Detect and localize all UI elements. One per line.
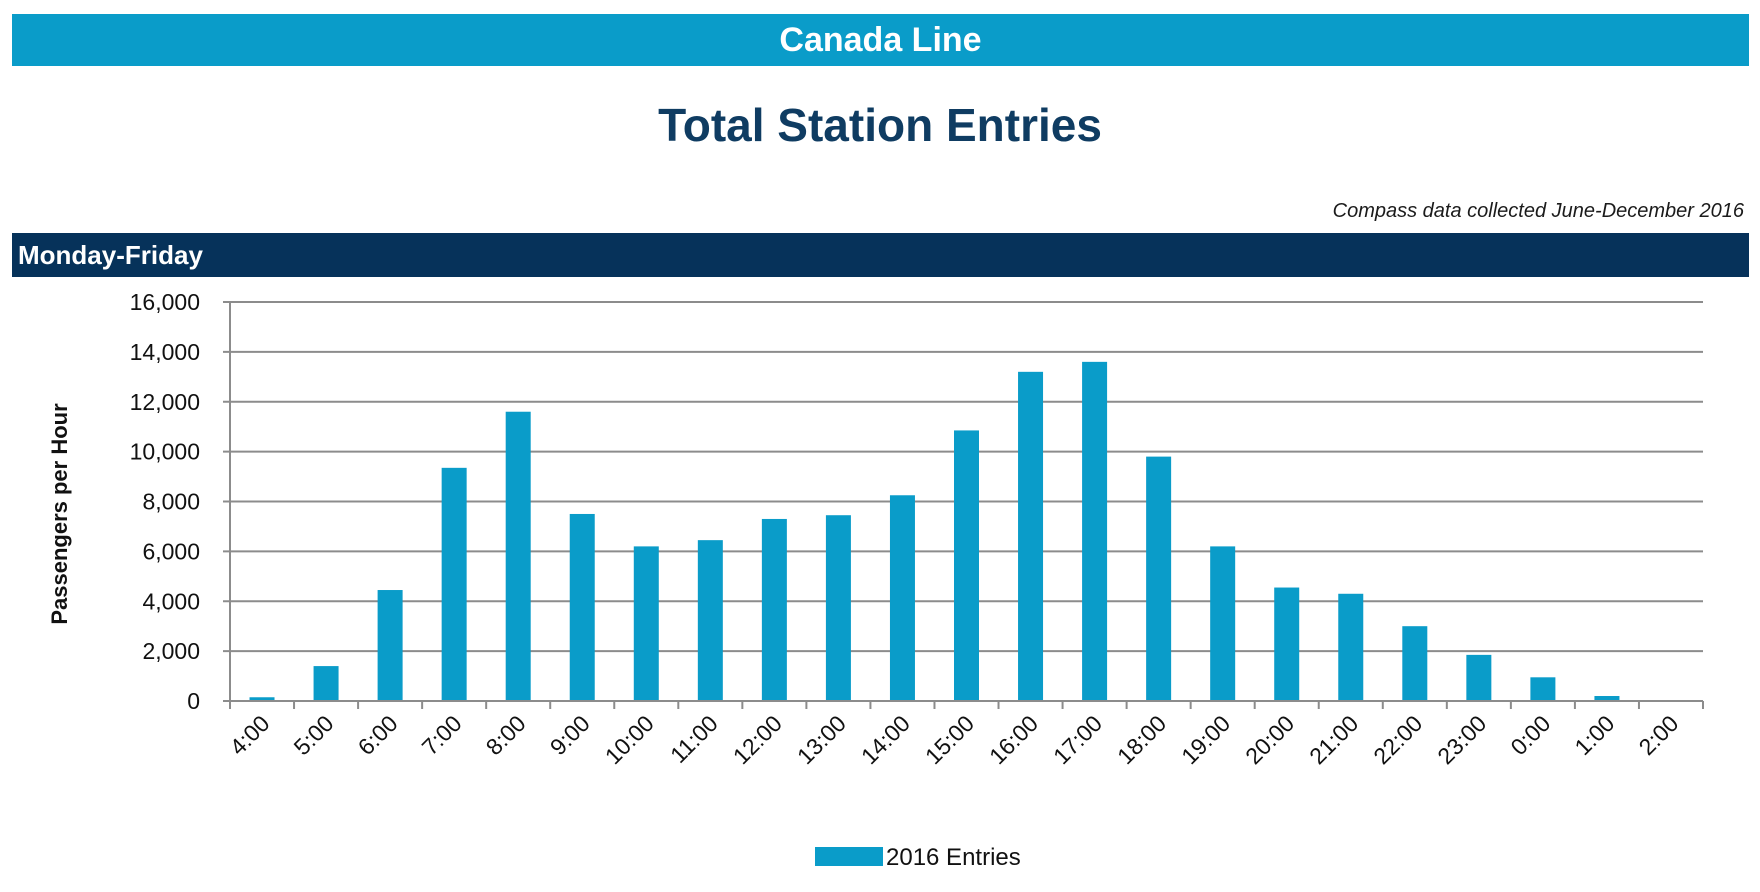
x-tick-label: 19:00 xyxy=(1176,710,1235,769)
bar xyxy=(1082,361,1108,701)
y-tick-label: 4,000 xyxy=(142,588,200,614)
y-axis-label: Passengers per Hour xyxy=(47,403,72,625)
bar xyxy=(377,590,403,701)
bar xyxy=(1018,371,1044,701)
x-tick-label: 1:00 xyxy=(1569,710,1619,760)
y-tick-label: 6,000 xyxy=(142,538,200,564)
bar xyxy=(313,666,339,701)
legend: 2016 Entries xyxy=(815,844,1021,871)
x-tick-label: 14:00 xyxy=(856,710,915,769)
y-tick-label: 0 xyxy=(187,688,200,714)
x-tick-label: 13:00 xyxy=(792,710,851,769)
x-tick-label: 0:00 xyxy=(1505,710,1555,760)
bar xyxy=(569,513,595,701)
y-tick-label: 10,000 xyxy=(130,439,200,465)
bars xyxy=(249,361,1620,701)
data-source-note: Compass data collected June-December 201… xyxy=(1332,200,1744,222)
bar xyxy=(825,515,851,701)
bar xyxy=(954,430,979,701)
x-tick-label: 18:00 xyxy=(1112,710,1171,769)
x-tick-label: 17:00 xyxy=(1048,710,1107,769)
bar xyxy=(1530,677,1556,701)
bar xyxy=(633,546,659,701)
legend-label: 2016 Entries xyxy=(886,844,1021,871)
x-tick-label: 4:00 xyxy=(225,710,275,760)
bar xyxy=(249,697,275,701)
x-tick-label: 10:00 xyxy=(600,710,659,769)
x-tick-label: 5:00 xyxy=(289,710,339,760)
x-tick-label: 16:00 xyxy=(984,710,1043,769)
x-tick-label: 2:00 xyxy=(1633,710,1683,760)
bar xyxy=(1402,626,1428,701)
y-tick-labels: 0 2,000 4,000 6,000 8,000 10,000 12,000 14,000 1… xyxy=(130,289,200,714)
bar xyxy=(505,411,531,701)
x-tick-label: 15:00 xyxy=(920,710,979,769)
y-tick-label: 14,000 xyxy=(130,339,200,365)
bar xyxy=(1338,593,1364,701)
x-tick-label: 7:00 xyxy=(417,710,467,760)
x-tick-label: 9:00 xyxy=(545,710,595,760)
x-tick-label: 20:00 xyxy=(1240,710,1299,769)
bar xyxy=(1210,546,1236,701)
x-tick-label: 12:00 xyxy=(728,710,787,769)
axes xyxy=(223,301,1704,709)
bar xyxy=(889,495,915,701)
x-tick-label: 23:00 xyxy=(1432,710,1491,769)
y-tick-label: 8,000 xyxy=(142,489,200,515)
line-banner: Canada Line xyxy=(12,14,1749,66)
bar xyxy=(1274,587,1300,701)
y-tick-label: 2,000 xyxy=(142,638,200,664)
x-tick-label: 22:00 xyxy=(1368,710,1427,769)
bar xyxy=(441,467,467,701)
bar xyxy=(697,540,723,701)
x-tick-label: 8:00 xyxy=(481,710,531,760)
bar xyxy=(1466,654,1492,701)
x-tick-labels: 4:00 5:00 6:00 7:00 8:00 9:00 10:00 11:00 12:00 1… xyxy=(225,710,1684,769)
x-tick-label: 21:00 xyxy=(1304,710,1363,769)
bar xyxy=(1146,456,1172,701)
page-title: Total Station Entries xyxy=(658,99,1102,151)
section-header: Monday-Friday xyxy=(12,233,1749,277)
y-tick-label: 16,000 xyxy=(130,289,200,315)
legend-swatch xyxy=(815,847,883,866)
bar xyxy=(761,518,787,701)
y-tick-label: 12,000 xyxy=(130,389,200,415)
bar xyxy=(1594,696,1620,701)
x-tick-label: 6:00 xyxy=(353,710,403,760)
x-tick-label: 11:00 xyxy=(665,710,723,768)
